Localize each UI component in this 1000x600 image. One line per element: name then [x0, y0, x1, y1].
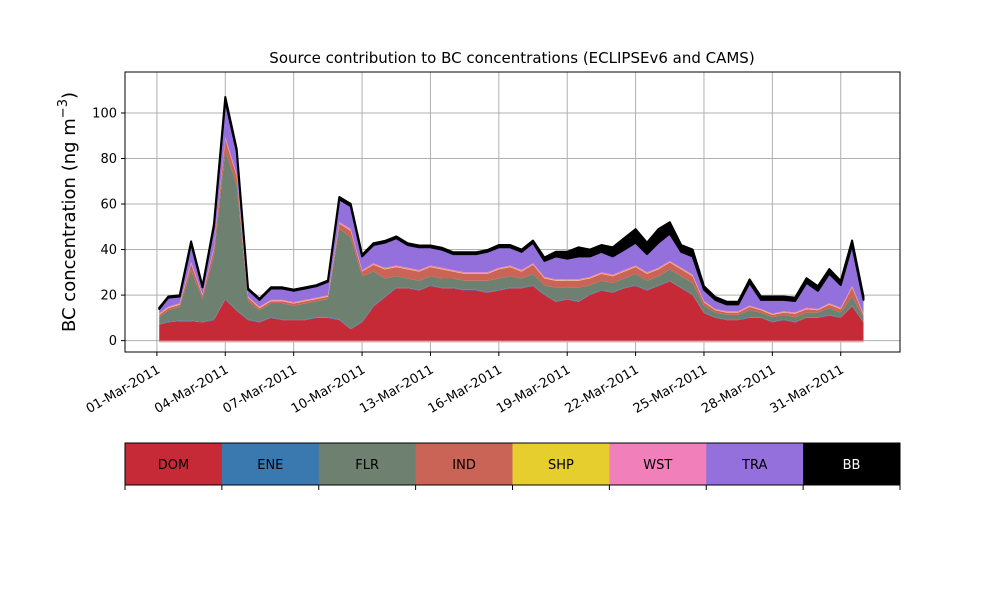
y-axis-label: BC concentration (ng m−3) — [56, 92, 80, 332]
plot-frame — [124, 71, 901, 353]
legend-swatch-dom — [125, 443, 223, 485]
legend-swatch-ene — [221, 443, 320, 485]
area-dom — [159, 281, 864, 341]
legend-swatch-tra — [706, 443, 804, 485]
legend-label-dom: DOM — [158, 458, 189, 473]
legend-swatch-shp — [512, 443, 610, 485]
area-bb — [158, 96, 865, 310]
y-tick-label: 60 — [100, 198, 117, 213]
y-tick-label: 100 — [92, 106, 117, 121]
legend-swatch-bb — [803, 443, 901, 485]
area-tra — [159, 100, 864, 314]
x-tick-label: 16-Mar-2011 — [426, 362, 505, 416]
y-tick-label: 20 — [100, 289, 117, 304]
area-ind — [159, 139, 864, 318]
legend-swatch-wst — [609, 443, 707, 485]
legend-label-wst: WST — [643, 458, 672, 473]
area-flr — [159, 150, 864, 329]
legend-label-shp: SHP — [548, 458, 574, 473]
legend-label-ene: ENE — [257, 458, 283, 473]
legend-label-ind: IND — [452, 458, 476, 473]
legend-swatch-flr — [318, 443, 417, 485]
x-tick-label: 10-Mar-2011 — [289, 362, 368, 416]
x-tick-label: 25-Mar-2011 — [631, 362, 710, 416]
x-tick-label: 04-Mar-2011 — [152, 362, 231, 416]
area-layer — [158, 96, 865, 343]
y-tick-label: 0 — [109, 334, 117, 349]
legend-label-bb: BB — [843, 458, 861, 473]
chart-title: Source contribution to BC concentrations… — [269, 49, 754, 67]
y-tick-label: 40 — [100, 243, 117, 258]
y-tick-label: 80 — [100, 152, 117, 167]
x-tick-label: 13-Mar-2011 — [357, 362, 436, 416]
axes-frame — [124, 71, 901, 353]
x-tick-label: 07-Mar-2011 — [221, 362, 300, 416]
legend-swatch-ind — [415, 443, 513, 485]
x-tick-label: 22-Mar-2011 — [562, 362, 641, 416]
legend: DOM ENE FLR IND SHP WST TRA BB — [124, 442, 901, 490]
legend-label-tra: TRA — [741, 458, 767, 473]
x-tick-label: 19-Mar-2011 — [494, 362, 573, 416]
x-tick-label: 31-Mar-2011 — [768, 362, 847, 416]
legend-frame — [124, 442, 901, 486]
legend-label-flr: FLR — [355, 458, 379, 473]
x-tick-label: 28-Mar-2011 — [699, 362, 778, 416]
x-tick-label: 01-Mar-2011 — [84, 362, 163, 416]
